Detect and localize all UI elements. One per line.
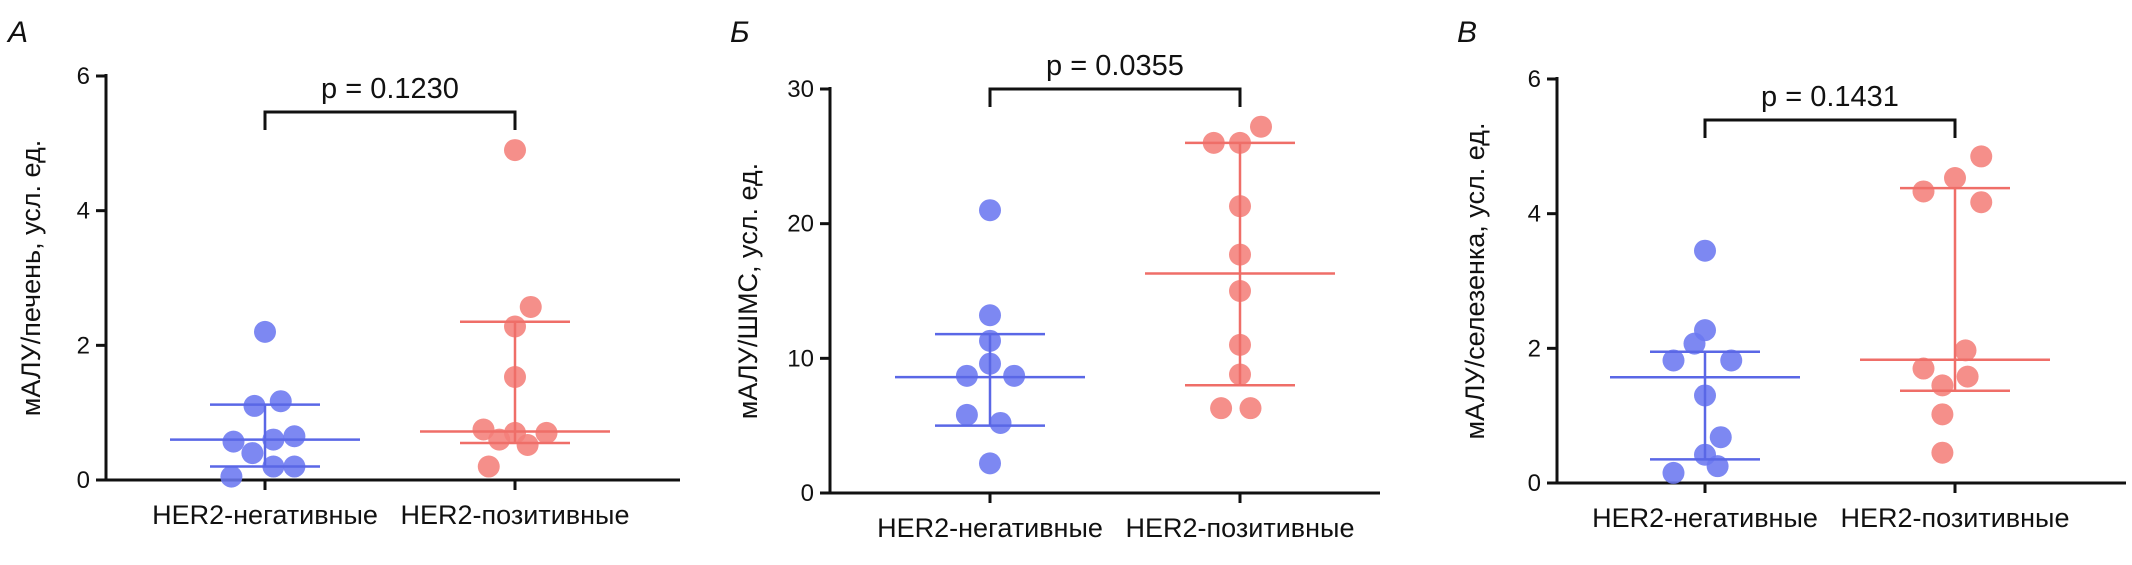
y-axis-title: мАЛУ/ШМС, усл. ед. bbox=[733, 163, 763, 419]
data-point bbox=[979, 199, 1001, 222]
series-her2-negative bbox=[170, 320, 360, 488]
series-her2-positive bbox=[1145, 115, 1335, 420]
y-axis-title: мАЛУ/селезенка, усл. ед. bbox=[1460, 123, 1490, 440]
data-point bbox=[979, 304, 1001, 327]
significance-bracket bbox=[988, 87, 1242, 107]
panel-letter: В bbox=[1457, 16, 1477, 49]
data-point bbox=[1210, 397, 1233, 420]
panel-letter: Б bbox=[730, 16, 750, 49]
data-point bbox=[1956, 365, 1979, 388]
data-point bbox=[1662, 461, 1685, 484]
data-point bbox=[1003, 364, 1026, 387]
data-point bbox=[283, 425, 306, 448]
data-point bbox=[1970, 191, 1993, 214]
panel-letter: А bbox=[6, 16, 28, 49]
data-point bbox=[243, 394, 266, 417]
data-point bbox=[1931, 441, 1954, 464]
category-label: HER2-позитивные bbox=[1126, 513, 1355, 543]
category-label: HER2-негативные bbox=[877, 513, 1103, 543]
category-label: HER2-негативные bbox=[152, 500, 378, 530]
data-point bbox=[519, 295, 542, 318]
data-point bbox=[1250, 115, 1272, 138]
data-point bbox=[222, 430, 245, 453]
data-point bbox=[1720, 349, 1743, 372]
y-tick-label: 0 bbox=[77, 467, 90, 494]
data-point bbox=[1912, 180, 1935, 203]
data-point bbox=[1662, 349, 1685, 372]
y-tick-label: 2 bbox=[77, 332, 90, 359]
category-label: HER2-позитивные bbox=[1841, 503, 2070, 533]
category-label: HER2-позитивные bbox=[401, 500, 630, 530]
y-tick-label: 30 bbox=[787, 76, 814, 103]
p-value-label: p = 0.0355 bbox=[1046, 50, 1184, 82]
y-tick-label: 6 bbox=[1528, 66, 1541, 93]
y-axis-title: мАЛУ/печень, усл. ед. bbox=[16, 140, 46, 416]
data-point bbox=[269, 390, 292, 413]
significance-bracket bbox=[1703, 118, 1957, 138]
y-tick-label: 0 bbox=[801, 480, 814, 507]
data-point bbox=[477, 455, 500, 478]
y-tick-label: 10 bbox=[787, 345, 814, 372]
series-her2-negative bbox=[1610, 239, 1800, 484]
category-label: HER2-негативные bbox=[1592, 503, 1818, 533]
data-point bbox=[254, 320, 276, 343]
data-point bbox=[1970, 145, 1993, 168]
series-her2-negative bbox=[895, 199, 1085, 475]
data-point bbox=[241, 442, 264, 465]
data-point bbox=[1931, 403, 1954, 426]
data-point bbox=[989, 411, 1012, 434]
data-point bbox=[472, 418, 495, 441]
data-point bbox=[1694, 319, 1716, 342]
y-tick-label: 2 bbox=[1528, 335, 1541, 362]
data-point bbox=[1694, 239, 1716, 262]
data-point bbox=[535, 421, 558, 444]
y-tick-label: 0 bbox=[1528, 470, 1541, 497]
data-point bbox=[504, 139, 526, 162]
data-point bbox=[1944, 166, 1966, 189]
data-point bbox=[1239, 397, 1262, 420]
data-point bbox=[516, 433, 539, 456]
series-her2-positive bbox=[420, 139, 610, 478]
y-tick-label: 20 bbox=[787, 211, 814, 238]
y-tick-label: 4 bbox=[1528, 201, 1541, 228]
p-value-label: p = 0.1230 bbox=[321, 73, 459, 105]
series-her2-positive bbox=[1860, 145, 2050, 464]
data-point bbox=[220, 465, 243, 488]
p-value-label: p = 0.1431 bbox=[1761, 81, 1899, 113]
significance-bracket bbox=[263, 110, 517, 130]
data-point bbox=[1709, 426, 1732, 449]
y-tick-label: 6 bbox=[77, 63, 90, 90]
y-tick-label: 4 bbox=[77, 198, 90, 225]
data-point bbox=[1931, 374, 1954, 397]
data-point bbox=[955, 364, 978, 387]
data-point bbox=[1954, 339, 1977, 362]
data-point bbox=[979, 452, 1001, 475]
data-point bbox=[955, 403, 978, 426]
data-point bbox=[1912, 357, 1935, 380]
